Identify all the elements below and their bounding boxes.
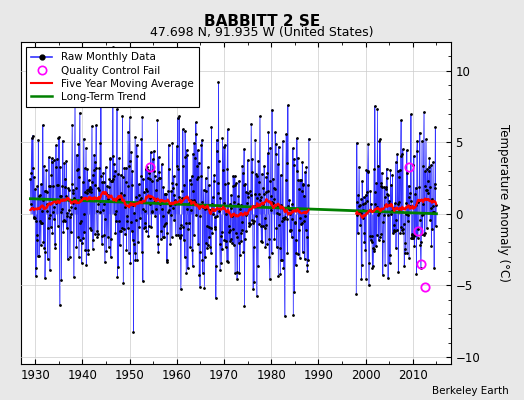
Text: Berkeley Earth: Berkeley Earth xyxy=(432,386,508,396)
Y-axis label: Temperature Anomaly (°C): Temperature Anomaly (°C) xyxy=(497,124,510,282)
Text: 47.698 N, 91.935 W (United States): 47.698 N, 91.935 W (United States) xyxy=(150,26,374,39)
Legend: Raw Monthly Data, Quality Control Fail, Five Year Moving Average, Long-Term Tren: Raw Monthly Data, Quality Control Fail, … xyxy=(26,47,199,107)
Text: BABBITT 2 SE: BABBITT 2 SE xyxy=(204,14,320,29)
